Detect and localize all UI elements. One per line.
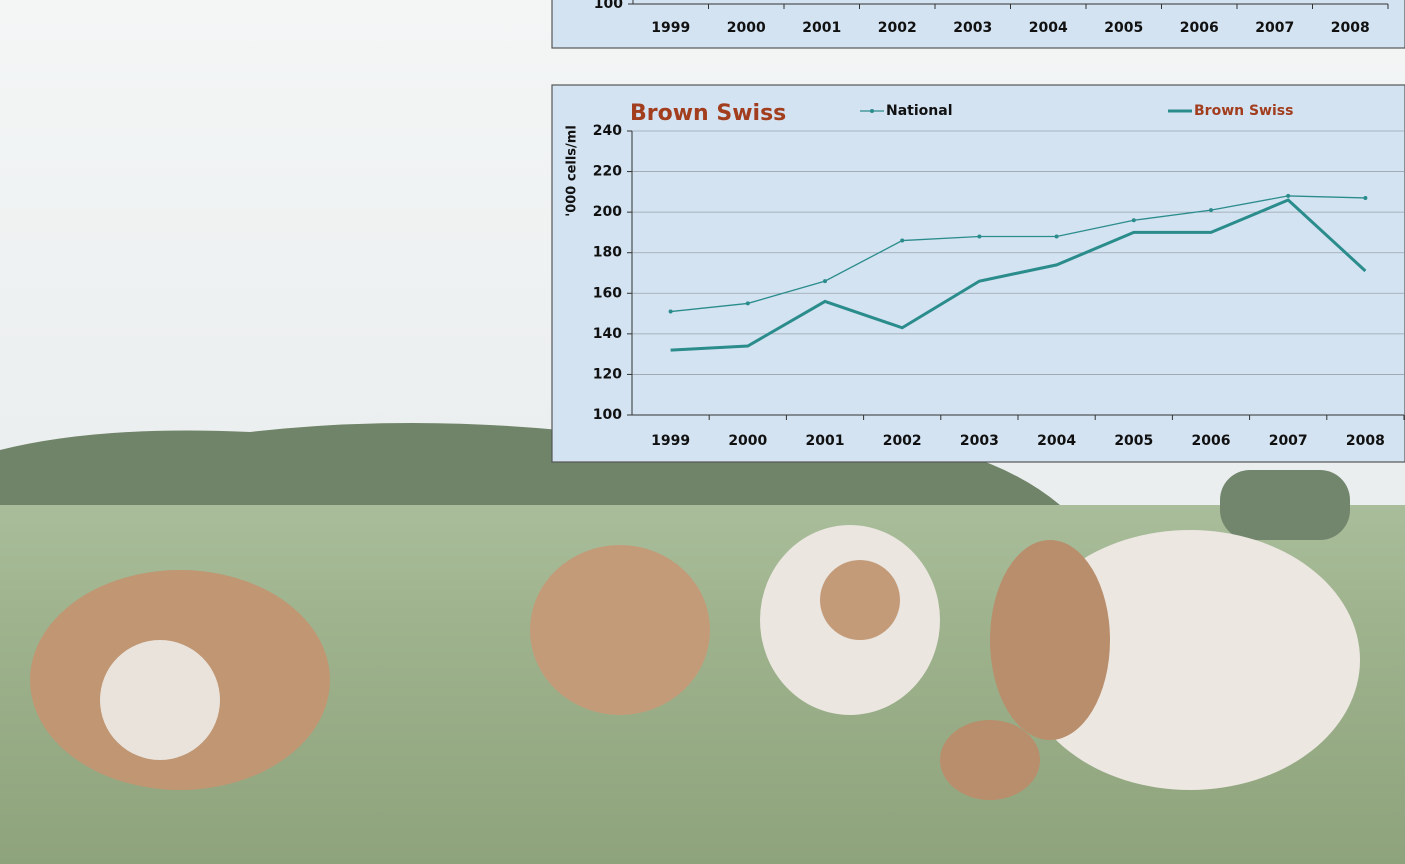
y-tick-label: 200 (593, 204, 622, 220)
y-tick-label: 240 (593, 123, 622, 139)
x-tick-label: 1999 (651, 20, 690, 36)
y-tick-label: 100 (594, 0, 623, 12)
x-tick-label: 2007 (1255, 20, 1294, 36)
y-tick-label: 180 (593, 245, 622, 261)
x-tick-label: 2001 (806, 433, 845, 449)
charts: 100 1999 2000 2001 2002 2003 2004 2005 2006 2007 2… (551, 0, 1405, 463)
x-tick-label: 2003 (960, 433, 999, 449)
x-tick-label: 2004 (1029, 20, 1068, 36)
x-tick-label: 2008 (1331, 20, 1370, 36)
x-tick-label: 1999 (651, 433, 690, 449)
x-tick-label: 2005 (1114, 433, 1153, 449)
y-tick-label: 100 (593, 407, 622, 423)
x-tick-label: 2003 (953, 20, 992, 36)
point (1209, 208, 1213, 213)
y-axis-label: '000 cells/ml (565, 125, 580, 217)
chart-frame (551, 84, 1405, 463)
chart-frame (551, 0, 1405, 49)
legend-label: National (886, 103, 953, 119)
y-tick-label: 220 (593, 164, 622, 180)
y-tick-label: 160 (593, 285, 622, 301)
series-line (670, 198, 1367, 352)
y-tick-label: 120 (593, 366, 622, 382)
point (1363, 195, 1368, 200)
x-tick-label: 2005 (1104, 20, 1143, 36)
legend-label: Brown Swiss (1194, 103, 1293, 119)
x-tick-label: 2006 (1192, 433, 1231, 449)
point (823, 279, 827, 284)
point (1054, 234, 1059, 239)
x-tick-label: 2001 (802, 20, 841, 36)
chart-title: Brown Swiss (630, 101, 786, 126)
point (668, 309, 673, 314)
x-tick-label: 2000 (728, 433, 767, 449)
legend-marker (870, 109, 874, 113)
x-tick-label: 2006 (1180, 20, 1219, 36)
series-line (670, 195, 1366, 313)
x-tick-label: 2002 (878, 20, 917, 36)
x-tick-label: 2000 (727, 20, 766, 36)
point (977, 234, 982, 239)
point (1286, 193, 1291, 198)
y-tick-label: 140 (593, 326, 622, 342)
x-tick-label: 2004 (1037, 433, 1076, 449)
point (1131, 218, 1136, 223)
point (900, 238, 905, 243)
point (745, 301, 750, 306)
x-tick-label: 2008 (1346, 433, 1385, 449)
x-tick-label: 2002 (883, 433, 922, 449)
x-tick-label: 2007 (1269, 433, 1308, 449)
